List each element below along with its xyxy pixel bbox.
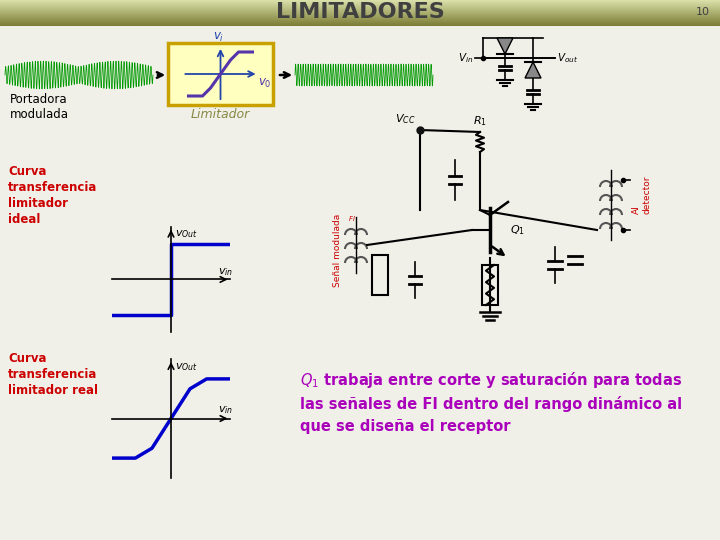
Polygon shape bbox=[497, 38, 513, 54]
Text: $v_{Out}$: $v_{Out}$ bbox=[174, 228, 197, 240]
Text: Señal modulada: Señal modulada bbox=[333, 213, 343, 287]
Text: $Q_1$: $Q_1$ bbox=[510, 223, 525, 237]
Text: $v_{in}$: $v_{in}$ bbox=[218, 266, 233, 278]
Text: $R_1$: $R_1$ bbox=[473, 114, 487, 128]
Text: Al
detector: Al detector bbox=[632, 176, 652, 214]
Text: $Q_1$ trabaja entre corte y saturación para todas
las señales de FI dentro del r: $Q_1$ trabaja entre corte y saturación p… bbox=[300, 370, 683, 434]
Text: $_{FI}$: $_{FI}$ bbox=[348, 214, 356, 224]
Text: $v_i$: $v_i$ bbox=[213, 31, 224, 44]
Polygon shape bbox=[525, 62, 541, 78]
Text: $v_0$: $v_0$ bbox=[258, 77, 272, 90]
FancyBboxPatch shape bbox=[168, 43, 273, 105]
Text: $V_{CC}$: $V_{CC}$ bbox=[395, 112, 415, 126]
Text: $V_{out}$: $V_{out}$ bbox=[557, 51, 578, 65]
Text: $V_{in}$: $V_{in}$ bbox=[458, 51, 473, 65]
Text: 10: 10 bbox=[696, 7, 710, 17]
Text: $v_{in}$: $v_{in}$ bbox=[218, 404, 233, 416]
Text: Curva
transferencia
limitador real: Curva transferencia limitador real bbox=[8, 352, 98, 397]
Text: $v_{Out}$: $v_{Out}$ bbox=[174, 361, 197, 373]
Text: Portadora
modulada: Portadora modulada bbox=[10, 93, 69, 121]
Text: Limitador: Limitador bbox=[191, 108, 250, 121]
Text: LIMITADORES: LIMITADORES bbox=[276, 2, 444, 22]
Text: Curva
transferencia
limitador
ideal: Curva transferencia limitador ideal bbox=[8, 165, 97, 226]
